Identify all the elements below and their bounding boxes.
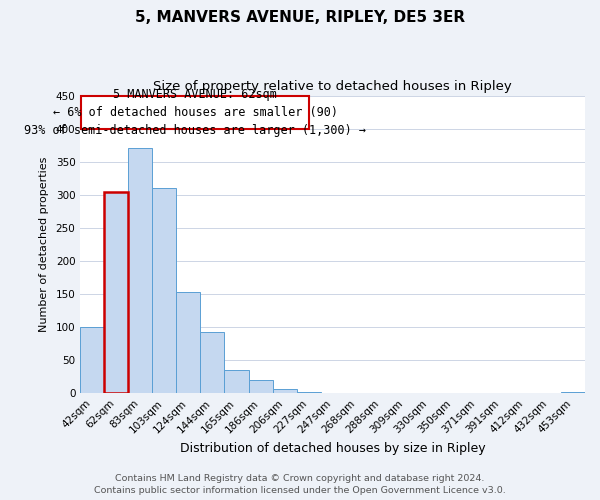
Bar <box>224 370 248 394</box>
Bar <box>104 192 128 394</box>
Bar <box>200 332 224 394</box>
Text: 5 MANVERS AVENUE: 62sqm
← 6% of detached houses are smaller (90)
93% of semi-det: 5 MANVERS AVENUE: 62sqm ← 6% of detached… <box>24 88 366 136</box>
Y-axis label: Number of detached properties: Number of detached properties <box>39 157 49 332</box>
Bar <box>561 392 585 394</box>
Bar <box>82 96 308 128</box>
Bar <box>152 188 176 394</box>
Bar <box>176 292 200 394</box>
Bar <box>248 380 272 394</box>
Bar <box>272 388 296 394</box>
X-axis label: Distribution of detached houses by size in Ripley: Distribution of detached houses by size … <box>180 442 485 455</box>
Bar <box>128 148 152 394</box>
Bar <box>104 192 128 394</box>
Bar <box>80 327 104 394</box>
Bar <box>296 392 320 394</box>
Title: Size of property relative to detached houses in Ripley: Size of property relative to detached ho… <box>153 80 512 93</box>
Text: 5, MANVERS AVENUE, RIPLEY, DE5 3ER: 5, MANVERS AVENUE, RIPLEY, DE5 3ER <box>135 10 465 25</box>
Text: Contains HM Land Registry data © Crown copyright and database right 2024.
Contai: Contains HM Land Registry data © Crown c… <box>94 474 506 495</box>
